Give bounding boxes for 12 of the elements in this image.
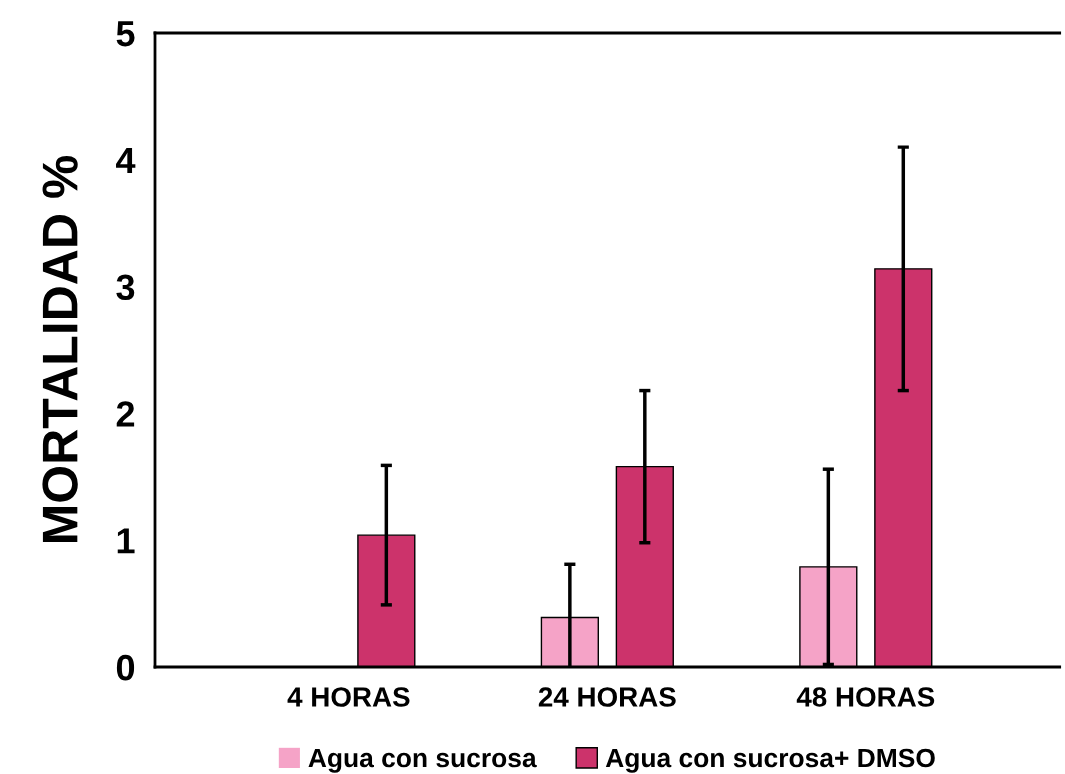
y-tick-label: 3 [116, 274, 135, 301]
y-axis-title: MORTALIDAD % [42, 155, 78, 543]
y-tick-label: 1 [117, 528, 135, 554]
y-tick-label: 4 [116, 148, 136, 173]
y-tick-label: 5 [116, 21, 135, 47]
y-tick-label: 2 [116, 401, 135, 427]
x-tick-label: 48 HORAS [796, 687, 935, 707]
legend-label: Agua con sucrosa [308, 748, 537, 773]
y-tick-label: 0 [116, 654, 135, 681]
x-tick-label: 4 HORAS [287, 687, 410, 707]
x-tick-label: 24 HORAS [538, 687, 676, 707]
legend-label: Agua con sucrosa+ DMSO [605, 748, 935, 773]
